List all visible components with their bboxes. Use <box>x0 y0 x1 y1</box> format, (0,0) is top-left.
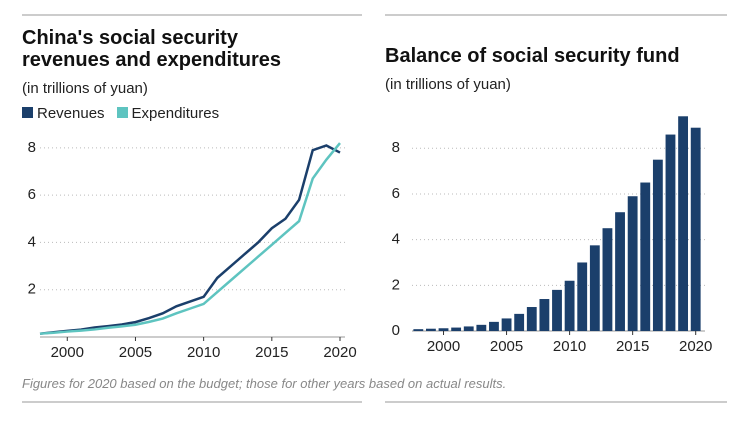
x-tick-label: 2000 <box>51 344 84 361</box>
legend-swatch <box>22 107 33 118</box>
legend-swatch <box>116 107 128 118</box>
y-tick-label: 6 <box>28 186 36 203</box>
bar <box>425 328 436 331</box>
y-tick-label: 2 <box>28 281 36 298</box>
x-tick-label: 2020 <box>679 338 712 355</box>
bar <box>526 307 537 331</box>
y-tick-label: 2 <box>392 276 400 293</box>
bar <box>577 262 588 331</box>
bar <box>652 159 663 331</box>
legend: Revenues Expenditures <box>22 105 219 122</box>
chart-title: China's social security revenues and exp… <box>22 27 281 71</box>
y-tick-label: 0 <box>392 322 400 339</box>
bar <box>539 299 550 331</box>
subtitle: (in trillions of yuan) <box>385 76 511 93</box>
line <box>39 142 341 335</box>
bar <box>514 313 525 331</box>
legend-item: Expenditures <box>116 105 220 122</box>
chart-title: Balance of social security fund <box>385 45 680 67</box>
subtitle: (in trillions of yuan) <box>22 80 148 97</box>
x-tick-label: 2010 <box>187 344 220 361</box>
y-tick-label: 6 <box>392 185 400 202</box>
line <box>39 144 341 335</box>
bar <box>552 289 562 331</box>
y-tick-label: 4 <box>392 231 400 248</box>
x-tick-label: 2020 <box>323 344 356 361</box>
bar <box>665 134 676 331</box>
x-tick-label: 2015 <box>616 338 649 355</box>
bar <box>627 196 638 331</box>
x-tick-label: 2005 <box>490 338 523 355</box>
x-tick-label: 2000 <box>427 338 460 355</box>
bar <box>602 228 613 331</box>
bar <box>640 182 651 331</box>
bar <box>451 327 462 331</box>
footnote: Figures for 2020 based on the budget; th… <box>22 376 507 391</box>
y-tick-label: 8 <box>392 139 400 156</box>
bar <box>413 329 424 331</box>
x-tick-label: 2015 <box>255 344 288 361</box>
bar <box>589 245 600 331</box>
bar <box>501 318 512 331</box>
legend-label: Expenditures <box>131 105 220 122</box>
bar <box>476 324 487 331</box>
bar <box>615 212 625 331</box>
x-tick-label: 2010 <box>553 338 586 355</box>
bar <box>489 321 499 331</box>
x-tick-label: 2005 <box>119 344 152 361</box>
bar <box>564 280 575 331</box>
bar <box>690 127 701 331</box>
bar <box>463 326 474 331</box>
legend-item: Revenues <box>22 105 105 122</box>
bar <box>678 116 689 331</box>
y-tick-label: 4 <box>28 233 36 250</box>
bar <box>438 328 449 331</box>
y-tick-label: 8 <box>28 139 36 156</box>
legend-label: Revenues <box>37 105 105 122</box>
